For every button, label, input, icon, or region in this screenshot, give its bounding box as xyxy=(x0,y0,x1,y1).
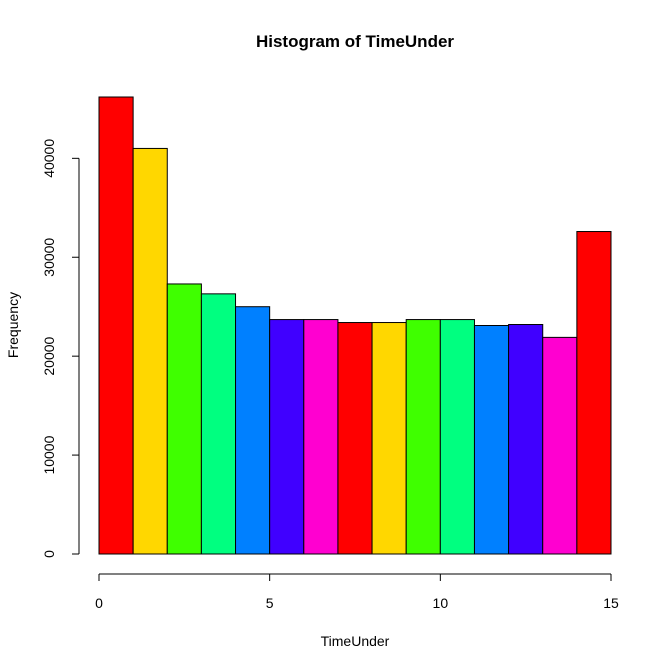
y-axis-label: Frequency xyxy=(5,292,21,358)
histogram-bar xyxy=(405,319,441,555)
histogram-bar xyxy=(371,322,407,555)
histogram-bar xyxy=(303,319,339,555)
histogram-bar xyxy=(235,306,271,555)
y-tick-label: 40000 xyxy=(41,139,57,178)
bars-group xyxy=(98,96,612,555)
histogram-bar xyxy=(200,293,237,555)
histogram-bar xyxy=(576,231,612,555)
x-tick-label: 0 xyxy=(95,595,103,611)
y-tick-label: 10000 xyxy=(41,435,57,474)
x-tick-label: 10 xyxy=(433,595,449,611)
histogram-bar xyxy=(439,319,475,555)
histogram-bar xyxy=(98,96,134,555)
histogram-bar xyxy=(542,336,578,555)
y-tick-label: 0 xyxy=(41,550,57,558)
histogram-bar xyxy=(269,319,305,555)
y-axis: 0 10000 20000 30000 40000 xyxy=(41,139,80,558)
histogram-bar xyxy=(508,324,544,555)
histogram-bar xyxy=(132,147,168,555)
y-tick-label: 30000 xyxy=(41,238,57,277)
histogram-bar xyxy=(473,325,510,555)
x-tick-label: 15 xyxy=(603,595,619,611)
x-axis-label: TimeUnder xyxy=(321,633,390,649)
x-axis: 0 5 10 15 xyxy=(95,573,619,611)
x-tick-label: 5 xyxy=(266,595,274,611)
chart-title: Histogram of TimeUnder xyxy=(256,32,454,51)
y-tick-label: 20000 xyxy=(41,336,57,375)
histogram-bar xyxy=(166,283,202,555)
histogram-bar xyxy=(337,322,373,555)
